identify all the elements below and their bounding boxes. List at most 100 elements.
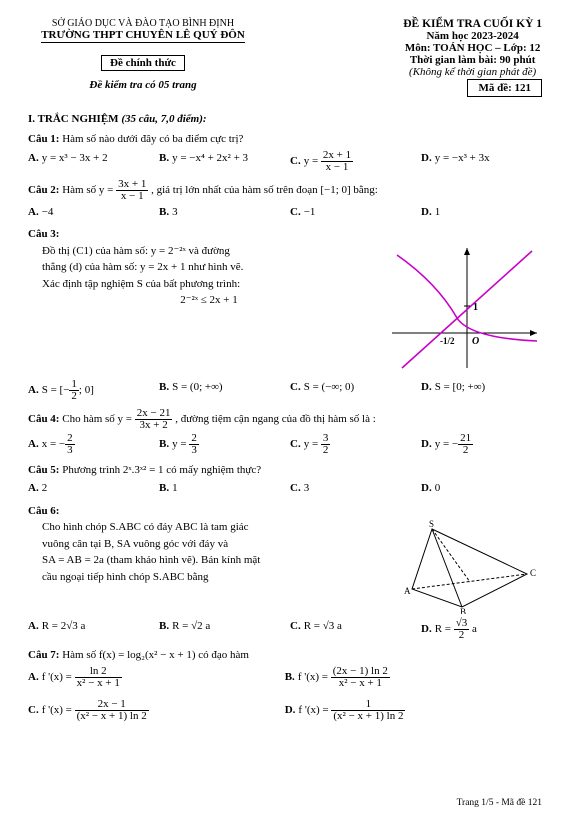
official-box: Đề chính thức — [101, 55, 185, 71]
q2-pre: Hàm số y = — [62, 184, 113, 196]
q3-l1: Đồ thị (C1) của hàm số: y = 2⁻²ˣ và đườn… — [42, 243, 376, 260]
q6-l3: SA = AB = 2a (tham khảo hình vẽ). Bán kí… — [42, 552, 386, 569]
q7-d-num: 1 — [331, 699, 405, 711]
q7-b-num: (2x − 1) ln 2 — [331, 666, 390, 678]
q4-num: 2x − 21 — [135, 408, 173, 420]
q6-a-val: R = 2√3 a — [42, 620, 86, 632]
q1-a-val: y = x³ − 3x + 2 — [42, 152, 108, 164]
duration: Thời gian làm bài: 90 phút — [403, 54, 542, 66]
section-1-label: I. TRẮC NGHIỆM — [28, 113, 119, 125]
q1-opt-d: D.y = −x³ + 3x — [421, 150, 542, 173]
q4-c-num: 3 — [321, 433, 331, 445]
q4-den: 3x + 2 — [135, 420, 173, 431]
q6-c-val: R = √3 a — [304, 620, 342, 632]
q2-d-val: 1 — [435, 206, 441, 218]
q5-d-val: 0 — [435, 482, 441, 494]
q4-opt-d: D.y = −212 — [421, 433, 542, 456]
official-wrap: Đề chính thức — [28, 43, 258, 71]
graph-label-1: 1 — [473, 302, 478, 313]
q3-d-val: S = [0; +∞) — [435, 381, 486, 393]
q2-opt-a: A.−4 — [28, 204, 149, 221]
question-3: Câu 3: Đồ thị (C1) của hàm số: y = 2⁻²ˣ … — [28, 226, 542, 402]
q7-opt-c: C.f '(x) = 2x − 1(x² − x + 1) ln 2 — [28, 699, 275, 722]
q2-den: x − 1 — [116, 191, 148, 202]
question-7: Câu 7: Hàm số f(x) = log₂(x² − x + 1) có… — [28, 647, 542, 722]
q3-label: Câu 3: — [28, 228, 59, 240]
q7-opt-a: A.f '(x) = ln 2x² − x + 1 — [28, 666, 275, 689]
q2-label: Câu 2: — [28, 184, 59, 196]
question-5: Câu 5: Phương trình 2ˣ.3ˣ² = 1 có mấy ng… — [28, 462, 542, 497]
q3-opt-c: C.S = (−∞; 0) — [290, 379, 411, 402]
q7-a-num: ln 2 — [75, 666, 122, 678]
q5-opt-b: B.1 — [159, 480, 280, 497]
q7-opt-d: D.f '(x) = 1(x² − x + 1) ln 2 — [285, 699, 532, 722]
q4-a-num: 2 — [65, 433, 75, 445]
q2-post: , giá trị lớn nhất của hàm số trên đoạn … — [151, 184, 378, 196]
q6-l1: Cho hình chóp S.ABC có đáy ABC là tam gi… — [42, 519, 386, 536]
question-2: Câu 2: Hàm số y = 3x + 1x − 1 , giá trị … — [28, 179, 542, 221]
question-1: Câu 1: Hàm số nào dưới đây có ba điểm cự… — [28, 131, 542, 173]
header: SỞ GIÁO DỤC VÀ ĐÀO TẠO BÌNH ĐỊNH TRƯỜNG … — [28, 18, 542, 91]
q5-a-val: 2 — [42, 482, 48, 494]
exam-title: ĐỀ KIỂM TRA CUỐI KỲ 1 — [403, 18, 542, 30]
q1-label: Câu 1: — [28, 133, 59, 145]
q5-c-val: 3 — [304, 482, 310, 494]
page-footer: Trang 1/5 - Mã đề 121 — [457, 798, 542, 808]
q3-graph: -1/2 O 1 — [382, 243, 542, 373]
section-1-title: I. TRẮC NGHIỆM (35 câu, 7,0 điểm): — [28, 113, 542, 125]
q1-d-val: y = −x³ + 3x — [435, 152, 490, 164]
q2-c-val: −1 — [304, 206, 316, 218]
q3-opt-d: D.S = [0; +∞) — [421, 379, 542, 402]
q5-opt-d: D.0 — [421, 480, 542, 497]
q4-label: Câu 4: — [28, 413, 59, 425]
q6-figure: S A B C — [392, 519, 542, 614]
q3-l2: thẳng (d) của hàm số: y = 2x + 1 như hìn… — [42, 259, 376, 276]
q3-l3: Xác định tập nghiệm S của bất phương trì… — [42, 276, 376, 293]
q3-opt-b: B.S = (0; +∞) — [159, 379, 280, 402]
q4-d-den: 2 — [458, 445, 473, 456]
q1-opt-a: A.y = x³ − 3x + 2 — [28, 150, 149, 173]
q6-b-val: R = √2 a — [172, 620, 210, 632]
q6-opt-c: C.R = √3 a — [290, 618, 411, 641]
q7-label: Câu 7: — [28, 649, 59, 661]
header-right: ĐỀ KIỂM TRA CUỐI KỲ 1 Năm học 2023-2024 … — [403, 18, 542, 91]
q3-a-den: 2 — [69, 391, 79, 402]
q3-l4: 2⁻²ˣ ≤ 2x + 1 — [42, 292, 376, 309]
q3-a-num: 1 — [69, 379, 79, 391]
q7-opt-b: B.f '(x) = (2x − 1) ln 2x² − x + 1 — [285, 666, 532, 689]
q4-b-num: 2 — [189, 433, 199, 445]
graph-label-half: -1/2 — [440, 336, 455, 346]
school-year: Năm học 2023-2024 — [403, 30, 542, 42]
q5-opt-a: A.2 — [28, 480, 149, 497]
q2-opt-c: C.−1 — [290, 204, 411, 221]
edu-dept: SỞ GIÁO DỤC VÀ ĐÀO TẠO BÌNH ĐỊNH — [28, 18, 258, 29]
q4-d-num: 21 — [458, 433, 473, 445]
q4-c-den: 2 — [321, 445, 331, 456]
question-6: Câu 6: Cho hình chóp S.ABC có đáy ABC là… — [28, 503, 542, 642]
fig-b: B — [460, 607, 466, 614]
q6-d-den: 2 — [454, 630, 470, 641]
q5-text: Phương trình 2ˣ.3ˣ² = 1 có mấy nghiệm th… — [62, 464, 261, 476]
q3-opt-a: A.S = [−12; 0] — [28, 379, 149, 402]
q1-c-den: x − 1 — [321, 162, 353, 173]
q7-c-num: 2x − 1 — [75, 699, 149, 711]
question-4: Câu 4: Cho hàm số y = 2x − 213x + 2 , đư… — [28, 408, 542, 456]
q2-b-val: 3 — [172, 206, 178, 218]
fig-s: S — [429, 519, 434, 529]
q3-c-val: S = (−∞; 0) — [304, 381, 355, 393]
section-1-subtitle: (35 câu, 7,0 điểm): — [121, 113, 206, 125]
q6-l4: cầu ngoại tiếp hình chóp S.ABC bằng — [42, 569, 386, 586]
fig-a: A — [404, 586, 411, 596]
q4-pre: Cho hàm số y = — [62, 413, 132, 425]
subject: Môn: TOÁN HỌC – Lớp: 12 — [403, 42, 542, 54]
q2-a-val: −4 — [42, 206, 54, 218]
q1-opt-b: B.y = −x⁴ + 2x² + 3 — [159, 150, 280, 173]
q4-opt-a: A.x = −23 — [28, 433, 149, 456]
q7-a-den: x² − x + 1 — [75, 678, 122, 689]
q2-opt-d: D.1 — [421, 204, 542, 221]
q6-label: Câu 6: — [28, 505, 59, 517]
q4-post: , đường tiệm cận ngang của đồ thị hàm số… — [175, 413, 376, 425]
school-name: TRƯỜNG THPT CHUYÊN LÊ QUÝ ĐÔN — [41, 29, 245, 43]
duration-note: (Không kể thời gian phát đề) — [403, 66, 542, 78]
q7-b-den: x² − x + 1 — [331, 678, 390, 689]
